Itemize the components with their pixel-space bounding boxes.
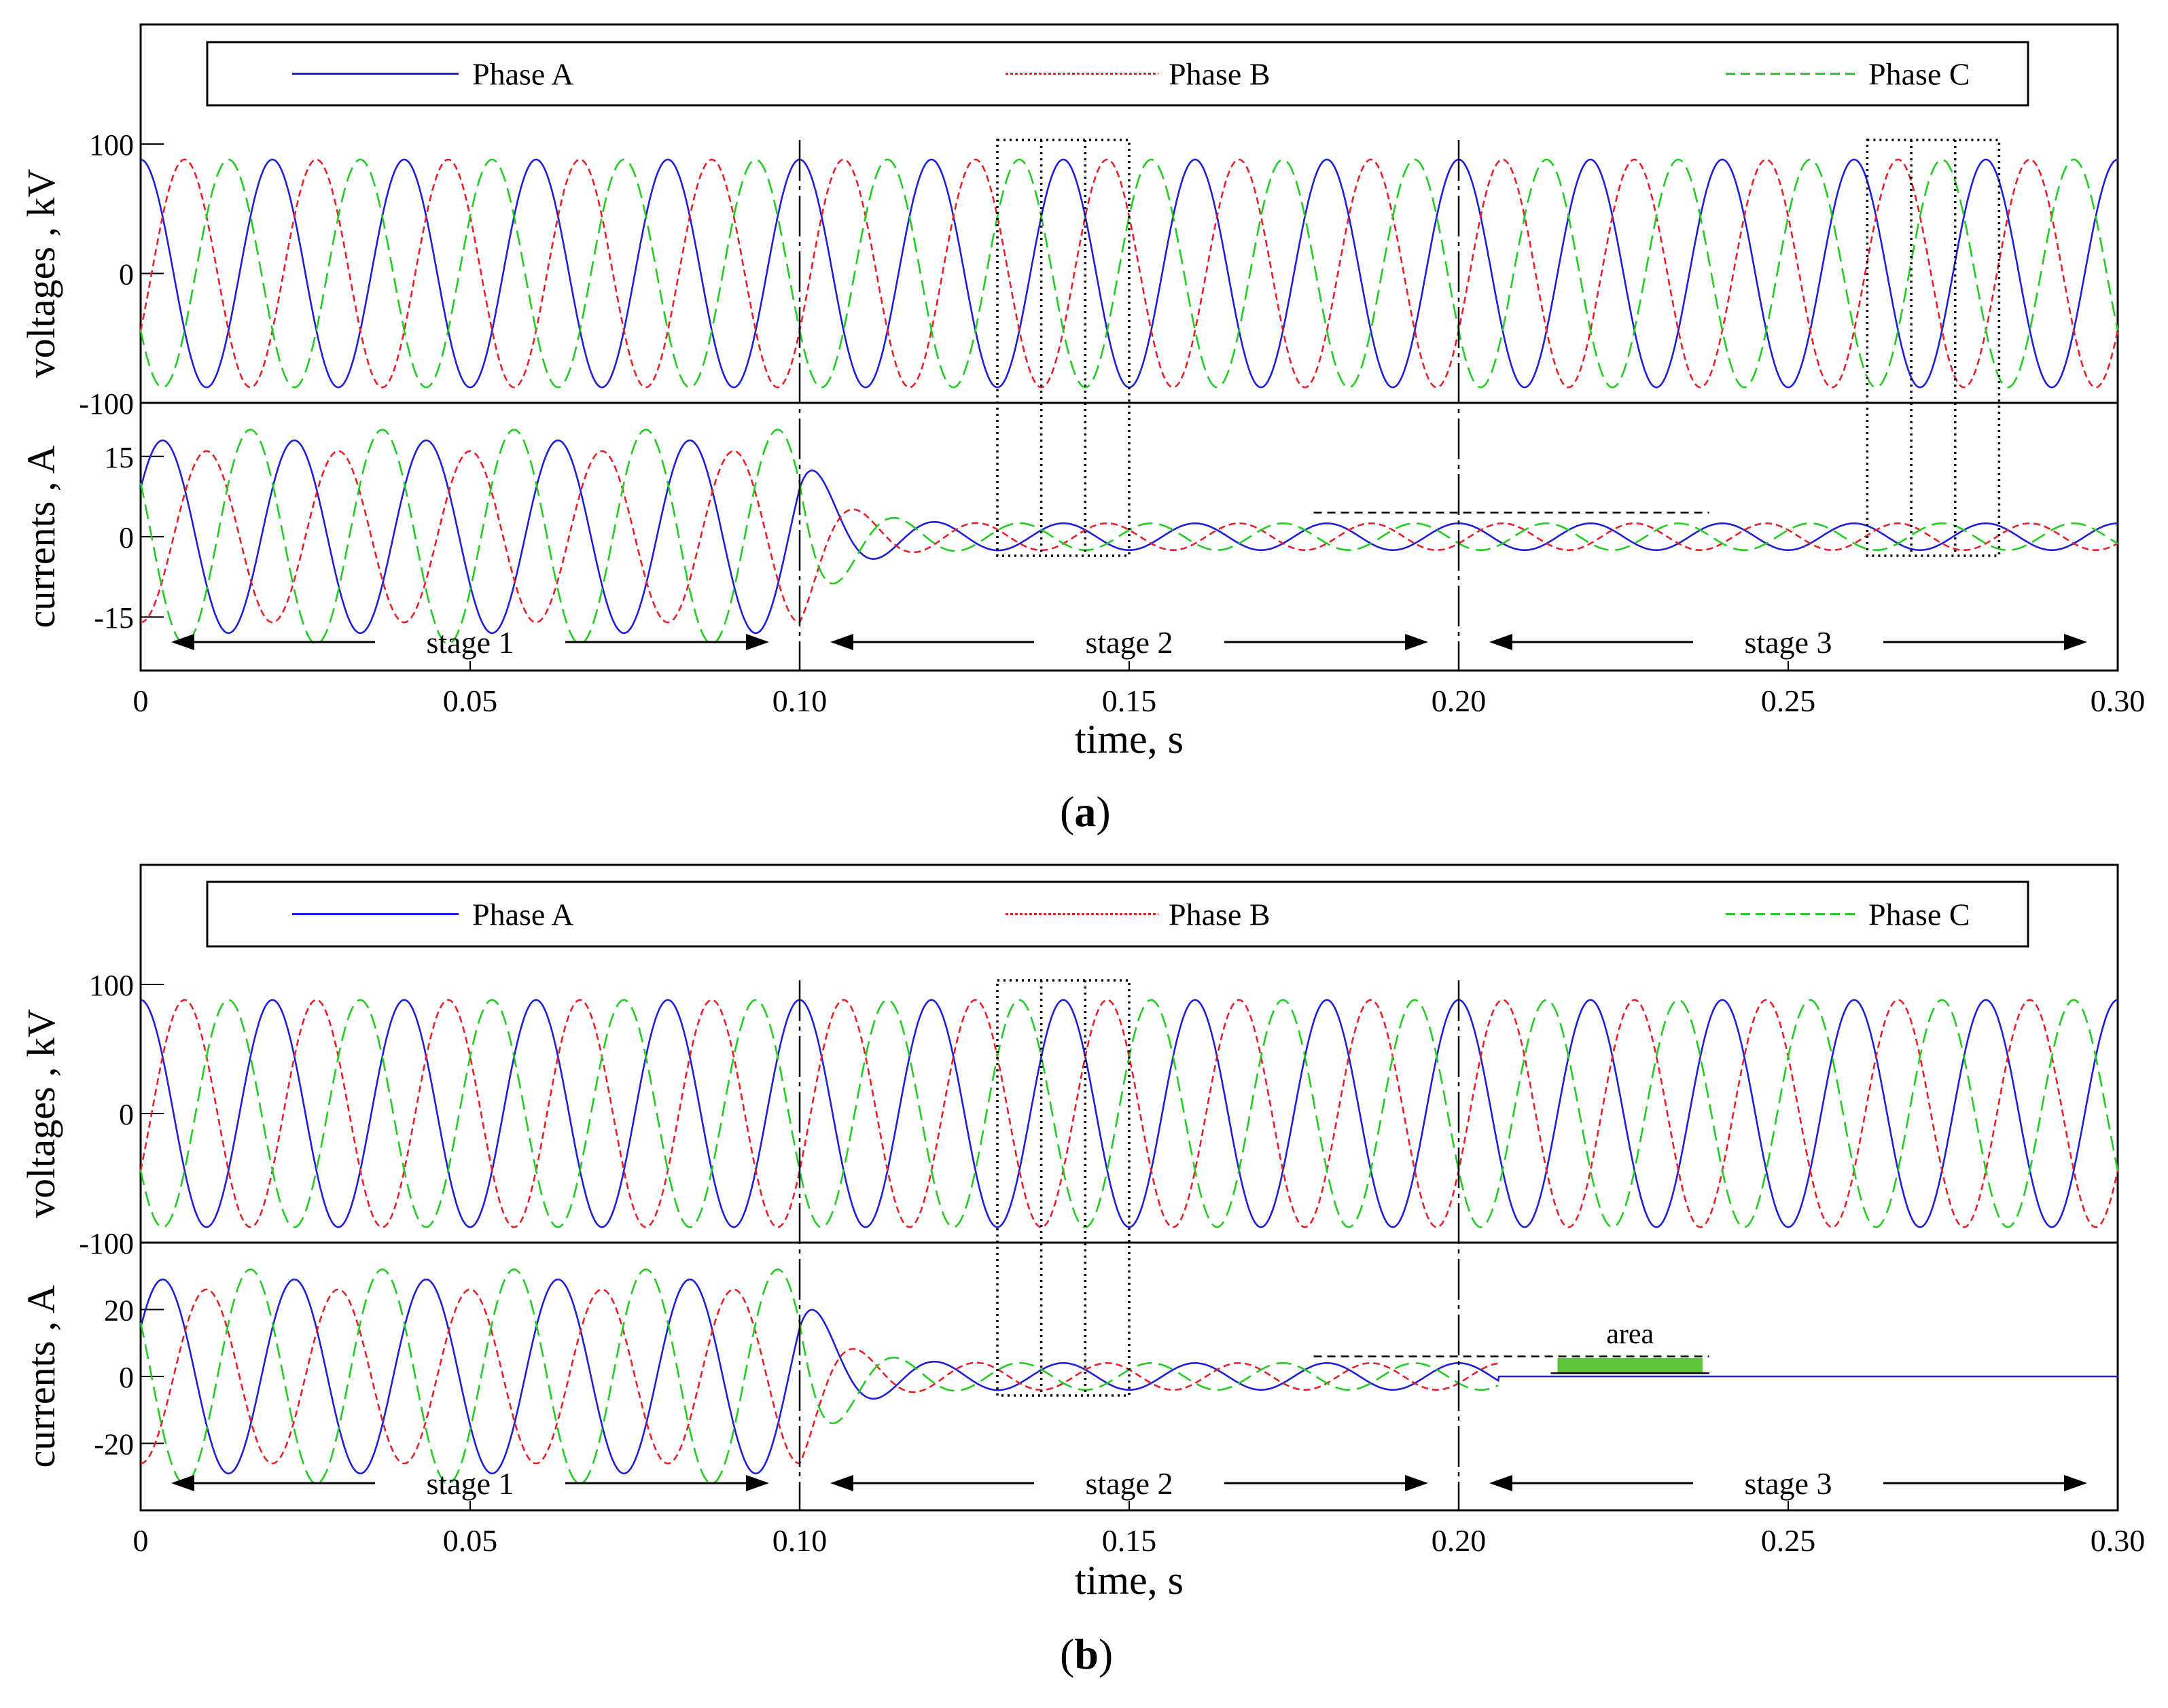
currents-series-phase-b bbox=[140, 1288, 1499, 1465]
highlight-window bbox=[996, 139, 1131, 557]
currents-ylabel: currents , A bbox=[19, 1285, 63, 1467]
xtick-label: 0.25 bbox=[1761, 683, 1816, 718]
voltages-ytick-label: 0 bbox=[119, 258, 134, 291]
panel-a: Phase A Phase B Phase C 100 0 -100 voltages , … bbox=[19, 23, 2146, 762]
voltages-series-phase-a bbox=[141, 158, 2118, 389]
xtick-label: 0.10 bbox=[772, 683, 828, 718]
stage-arrowhead-left bbox=[171, 1475, 194, 1491]
legend-label-phase-c: Phase C bbox=[1868, 897, 1970, 932]
area-fill bbox=[1557, 1357, 1703, 1374]
xtick-label: 0.30 bbox=[2091, 1523, 2146, 1558]
xtick-label: 0 bbox=[133, 683, 149, 718]
legend-label-phase-b: Phase B bbox=[1169, 57, 1270, 92]
panel-label-a: (a) bbox=[1060, 787, 1111, 836]
stage-label: stage 3 bbox=[1744, 625, 1832, 660]
stage-label: stage 1 bbox=[426, 1466, 514, 1501]
currents-ytick-label: 20 bbox=[104, 1294, 134, 1328]
plot-frame bbox=[139, 864, 2119, 1512]
stage-arrowhead-left bbox=[1489, 634, 1512, 650]
stage-arrowhead-right bbox=[1405, 1475, 1428, 1491]
currents-ytick-label: 0 bbox=[119, 521, 134, 554]
stage-label: stage 2 bbox=[1085, 625, 1173, 660]
xtick-label: 0.20 bbox=[1432, 683, 1487, 718]
highlight-window bbox=[1866, 139, 2001, 557]
stage-arrowhead-left bbox=[1489, 1475, 1512, 1491]
stage-arrowhead-right bbox=[746, 1475, 769, 1491]
xtick-label: 0.15 bbox=[1102, 1523, 1157, 1558]
voltages-ytick-label: 100 bbox=[89, 128, 134, 162]
stage-arrowhead-left bbox=[171, 634, 194, 650]
voltages-ylabel: voltages , kV bbox=[19, 169, 63, 378]
stage-arrowhead-right bbox=[2064, 1475, 2087, 1491]
currents-series-phase-a bbox=[139, 1278, 2118, 1475]
xtick-label: 0.25 bbox=[1761, 1523, 1816, 1558]
x-axis-label: time, s bbox=[1075, 1558, 1184, 1603]
stage-label: stage 3 bbox=[1744, 1466, 1832, 1501]
xtick-label: 0.15 bbox=[1102, 683, 1157, 718]
xtick-label: 0.20 bbox=[1432, 1523, 1487, 1558]
stage-arrowhead-right bbox=[2064, 634, 2087, 650]
currents-ytick-label: -15 bbox=[94, 601, 134, 635]
panel-b: Phase A Phase B Phase C 100 0 -100 voltages , … bbox=[19, 864, 2146, 1603]
voltages-ytick-label: -100 bbox=[79, 387, 134, 421]
voltages-ytick-label: 100 bbox=[89, 969, 134, 1002]
panel-label-b: (b) bbox=[1060, 1630, 1114, 1678]
stage-arrowhead-right bbox=[746, 634, 769, 650]
plot-frame bbox=[139, 23, 2119, 672]
currents-series-phase-c bbox=[139, 429, 2118, 645]
stage-arrowhead-left bbox=[830, 1475, 853, 1491]
xtick-label: 0.30 bbox=[2091, 683, 2146, 718]
voltages-ytick-label: 0 bbox=[119, 1098, 134, 1131]
currents-ylabel: currents , A bbox=[19, 445, 63, 628]
xtick-label: 0.10 bbox=[772, 1523, 828, 1558]
currents-ytick-label: 15 bbox=[104, 441, 134, 474]
x-axis-label: time, s bbox=[1075, 717, 1184, 762]
xtick-label: 0.05 bbox=[443, 683, 498, 718]
legend-label-phase-a: Phase A bbox=[472, 57, 574, 92]
stage-label: stage 2 bbox=[1085, 1466, 1173, 1501]
highlight-window bbox=[996, 979, 1131, 1397]
stage-label: stage 1 bbox=[426, 625, 514, 660]
xtick-label: 0.05 bbox=[443, 1523, 498, 1558]
currents-series-phase-b bbox=[140, 450, 2118, 624]
currents-series-phase-c bbox=[139, 1268, 1499, 1484]
currents-ytick-label: -20 bbox=[94, 1428, 134, 1461]
voltages-ytick-label: -100 bbox=[79, 1227, 134, 1260]
area-label: area bbox=[1606, 1319, 1654, 1350]
xtick-label: 0 bbox=[133, 1523, 149, 1558]
stage-arrowhead-right bbox=[1405, 634, 1428, 650]
voltages-ylabel: voltages , kV bbox=[19, 1009, 63, 1218]
legend-label-phase-b: Phase B bbox=[1169, 897, 1270, 932]
stage-arrowhead-left bbox=[830, 634, 853, 650]
legend-label-phase-c: Phase C bbox=[1868, 57, 1970, 92]
legend-label-phase-a: Phase A bbox=[472, 897, 574, 932]
currents-ytick-label: 0 bbox=[119, 1361, 134, 1394]
currents-series-phase-a bbox=[139, 439, 2118, 635]
voltages-series-phase-a bbox=[140, 999, 2118, 1228]
